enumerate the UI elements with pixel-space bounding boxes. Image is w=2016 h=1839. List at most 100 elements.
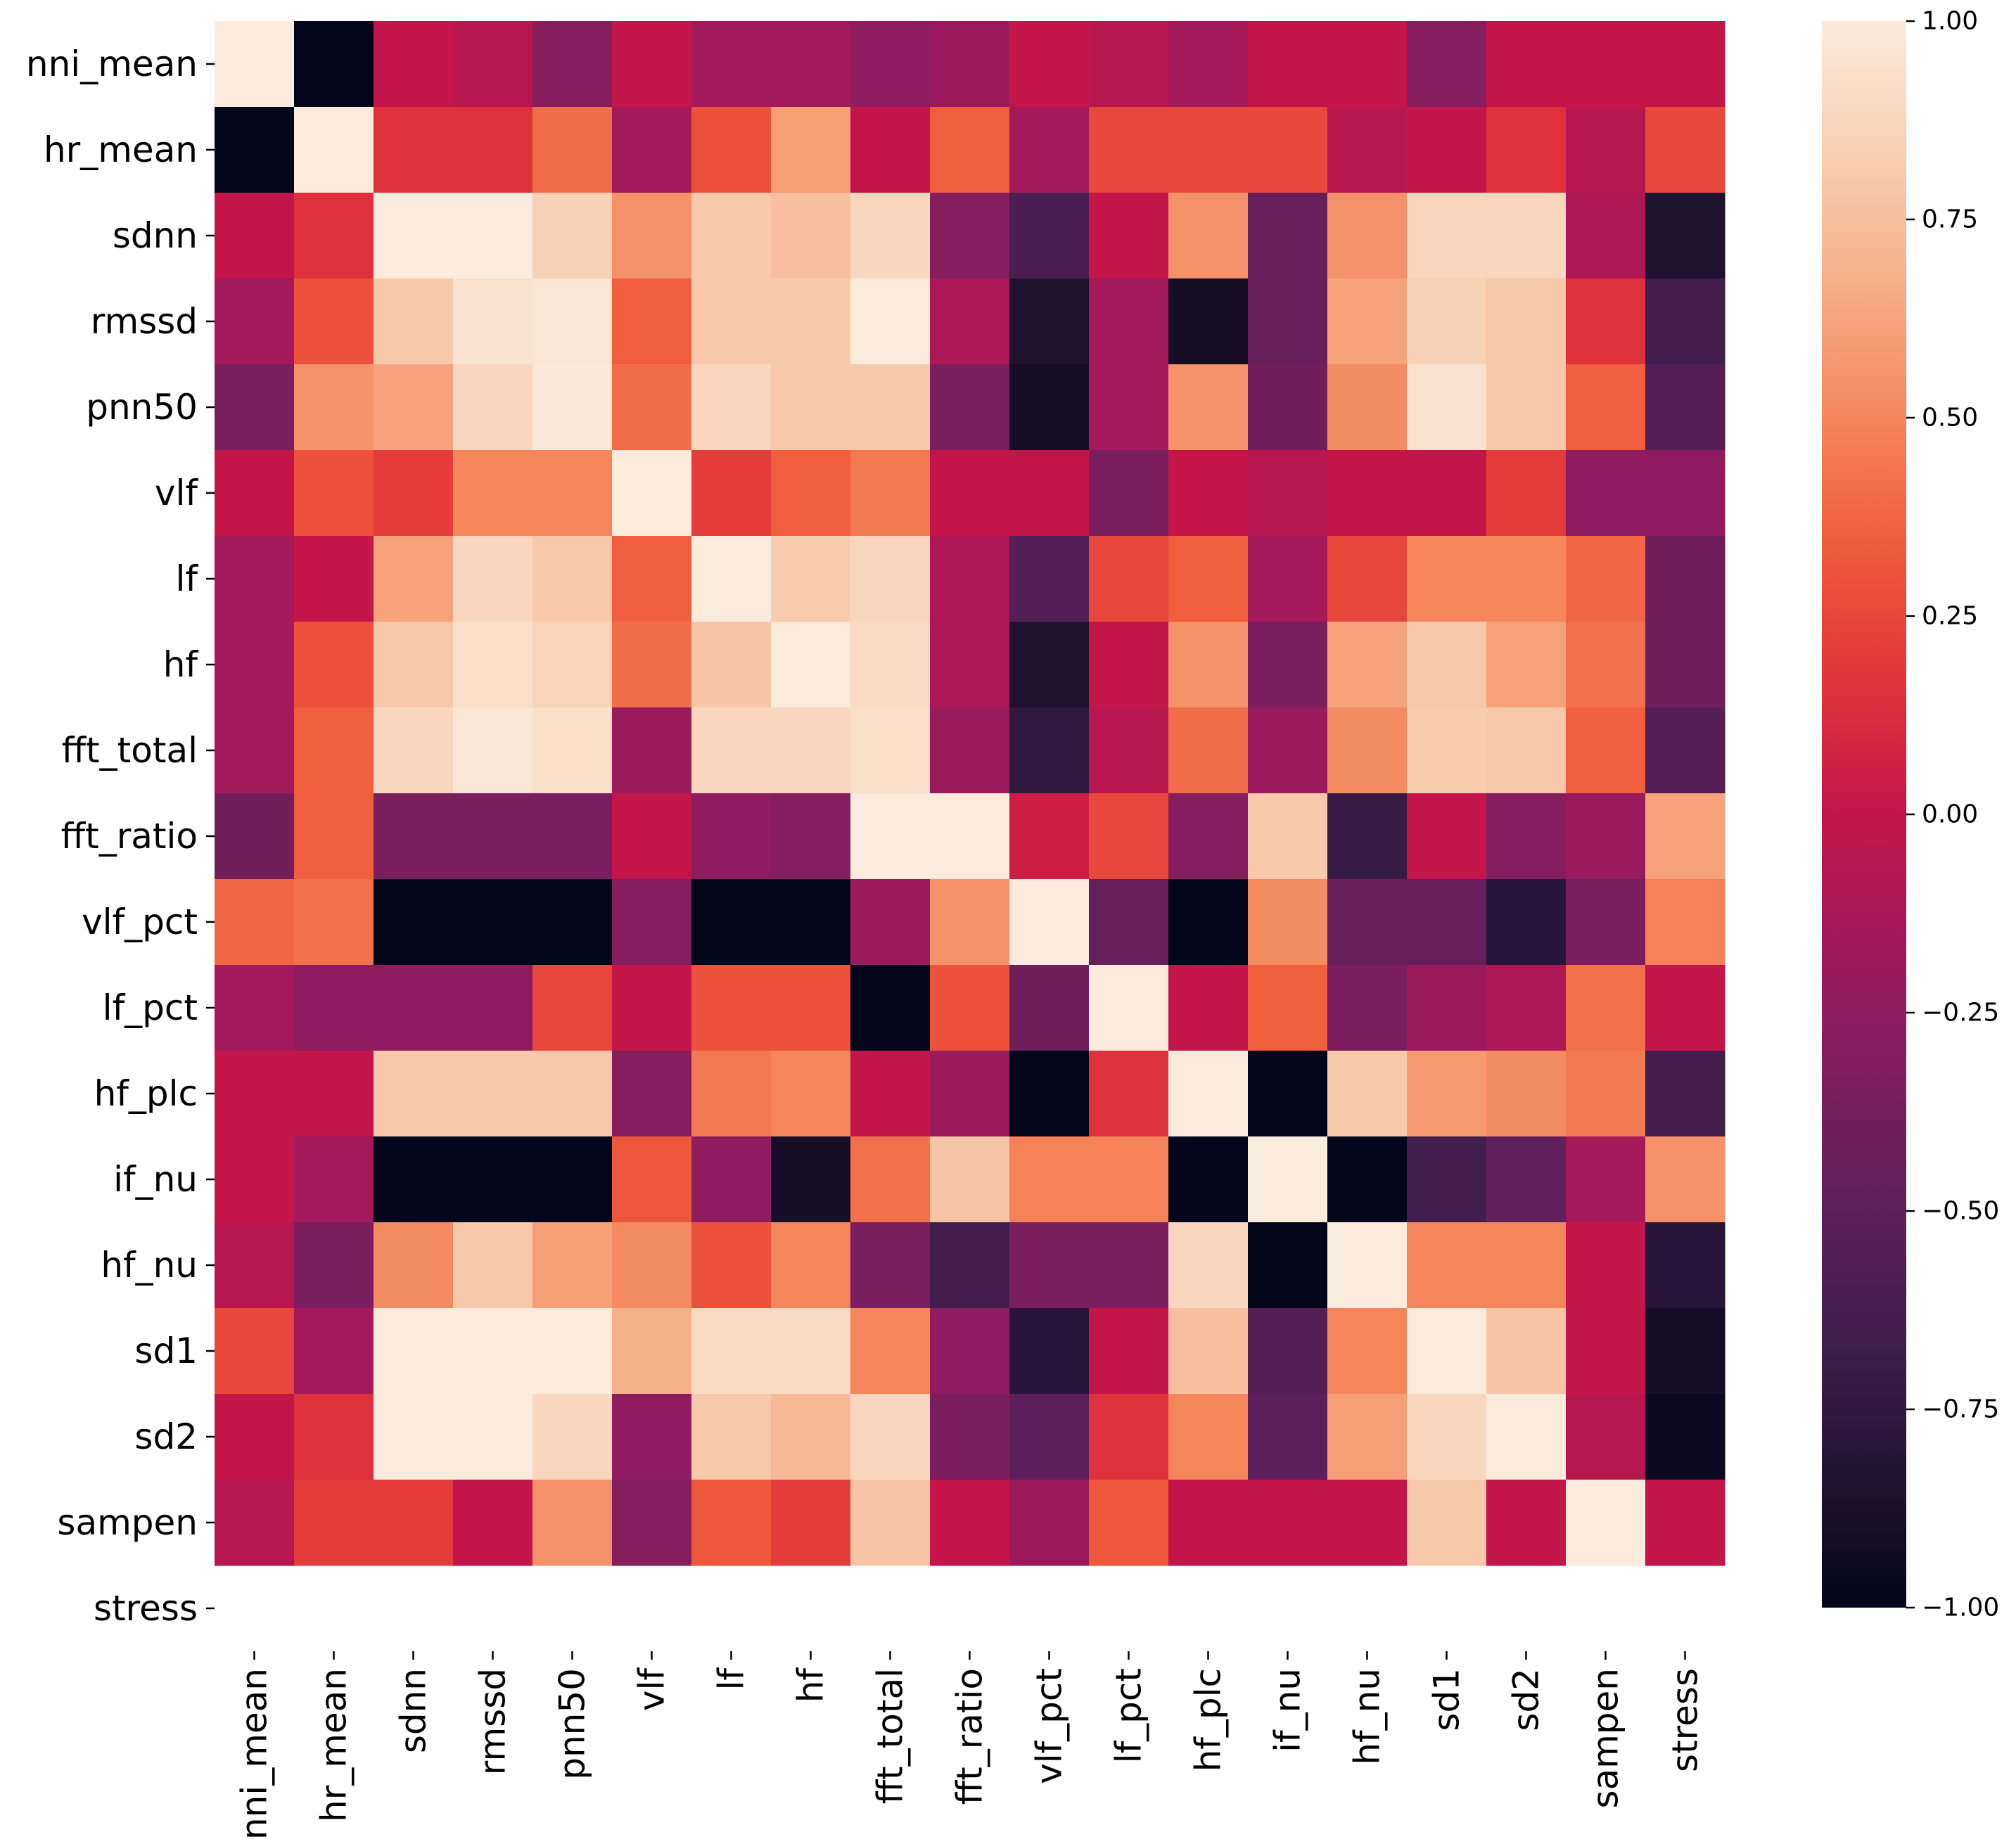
heatmap-cell xyxy=(1248,1394,1328,1480)
heatmap-cell xyxy=(930,1480,1010,1566)
heatmap-cell xyxy=(374,536,454,622)
heatmap-cell xyxy=(294,879,374,966)
heatmap-cell xyxy=(850,193,931,279)
heatmap-cell xyxy=(1566,965,1646,1051)
heatmap-cell xyxy=(1566,278,1646,365)
x-tick-label: lf xyxy=(711,1667,752,1691)
heatmap-cell xyxy=(1486,364,1567,451)
heatmap-cell xyxy=(532,879,613,966)
heatmap-cell xyxy=(1327,1308,1408,1395)
heatmap-cell xyxy=(850,1480,931,1566)
heatmap-cell xyxy=(1566,21,1646,108)
heatmap-cell xyxy=(1645,622,1725,708)
heatmap-cell xyxy=(532,1222,613,1309)
heatmap-cell xyxy=(453,1480,533,1566)
heatmap-cell xyxy=(453,1222,533,1309)
colorbar-gradient xyxy=(1822,21,1906,1608)
heatmap-cell xyxy=(532,193,613,279)
heatmap-cell xyxy=(294,450,374,537)
heatmap-cell xyxy=(294,107,374,193)
heatmap-cell xyxy=(1486,1222,1567,1309)
heatmap-cell xyxy=(1486,707,1567,794)
heatmap-cell xyxy=(374,707,454,794)
y-tick-label: hf_nu xyxy=(101,1245,198,1286)
x-tick-label: lf_pct xyxy=(1109,1668,1149,1763)
heatmap-cell xyxy=(691,793,772,880)
heatmap-cell xyxy=(374,193,454,279)
y-tick-label: stress xyxy=(94,1588,198,1629)
heatmap-cell xyxy=(1009,1308,1090,1395)
heatmap-cell xyxy=(374,1222,454,1309)
heatmap-cell xyxy=(691,1394,772,1480)
heatmap-cell xyxy=(691,21,772,108)
heatmap-cell xyxy=(1407,707,1487,794)
heatmap-cell xyxy=(453,450,533,537)
heatmap-cell xyxy=(930,193,1010,279)
heatmap-cell xyxy=(294,1051,374,1137)
heatmap-cell xyxy=(1566,707,1646,794)
heatmap-cell xyxy=(850,536,931,622)
heatmap-cell xyxy=(1645,1222,1725,1309)
x-tick-label: vlf xyxy=(632,1667,672,1711)
heatmap-cell xyxy=(374,364,454,451)
heatmap-cell xyxy=(294,1308,374,1395)
heatmap-cell xyxy=(771,450,851,537)
heatmap-cell xyxy=(1009,879,1090,966)
heatmap-cell xyxy=(771,1136,851,1223)
heatmap-cell xyxy=(1486,1308,1567,1395)
heatmap-cell xyxy=(453,965,533,1051)
colorbar-tick-label: 0.50 xyxy=(1922,404,1978,432)
heatmap-cell xyxy=(1009,364,1090,451)
heatmap-cell xyxy=(1407,364,1487,451)
heatmap-cell xyxy=(612,879,692,966)
heatmap-cell xyxy=(1009,450,1090,537)
heatmap-cell xyxy=(691,193,772,279)
heatmap-cell xyxy=(453,107,533,193)
colorbar-tick-label: −1.00 xyxy=(1922,1594,1999,1622)
heatmap-cell xyxy=(294,793,374,880)
heatmap-cell xyxy=(532,1394,613,1480)
heatmap-cell xyxy=(453,1394,533,1480)
heatmap-cell xyxy=(930,450,1010,537)
heatmap-cell xyxy=(453,278,533,365)
x-tick-label: fft_ratio xyxy=(950,1668,990,1805)
heatmap-cell xyxy=(374,21,454,108)
heatmap-cell xyxy=(850,107,931,193)
heatmap-cell xyxy=(1486,278,1567,365)
heatmap-cell xyxy=(532,707,613,794)
heatmap-cell xyxy=(612,1308,692,1395)
heatmap-cell xyxy=(930,1308,1010,1395)
heatmap-cell xyxy=(1009,536,1090,622)
heatmap-cell xyxy=(215,193,295,279)
heatmap-cell xyxy=(1089,1394,1169,1480)
heatmap-cell xyxy=(850,1222,931,1309)
heatmap-cell xyxy=(850,364,931,451)
y-tick-label: hf_plc xyxy=(94,1073,198,1114)
heatmap-cell xyxy=(1566,1308,1646,1395)
heatmap-cell xyxy=(1645,879,1725,966)
heatmap-cell xyxy=(612,536,692,622)
heatmap-cell xyxy=(1168,450,1249,537)
heatmap-cell xyxy=(1566,1051,1646,1137)
heatmap-cell xyxy=(1327,879,1408,966)
heatmap-cell xyxy=(771,622,851,708)
heatmap-cell xyxy=(850,1136,931,1223)
heatmap-cell xyxy=(612,1136,692,1223)
heatmap-cell xyxy=(1407,107,1487,193)
heatmap-cell xyxy=(930,364,1010,451)
heatmap-cell xyxy=(691,622,772,708)
heatmap-cell xyxy=(215,536,295,622)
heatmap-cell xyxy=(1645,793,1725,880)
heatmap-cell xyxy=(294,536,374,622)
heatmap-cell xyxy=(1407,1480,1487,1566)
heatmap-cell xyxy=(1327,450,1408,537)
heatmap-cell xyxy=(1009,1480,1090,1566)
heatmap-cell xyxy=(1486,622,1567,708)
heatmap-cell xyxy=(1009,707,1090,794)
heatmap-cell xyxy=(1168,965,1249,1051)
heatmap-cell xyxy=(1645,21,1725,108)
heatmap-cell xyxy=(1486,193,1567,279)
y-tick-label: rmssd xyxy=(91,301,198,342)
heatmap-cell xyxy=(1645,965,1725,1051)
heatmap-cell xyxy=(1645,278,1725,365)
